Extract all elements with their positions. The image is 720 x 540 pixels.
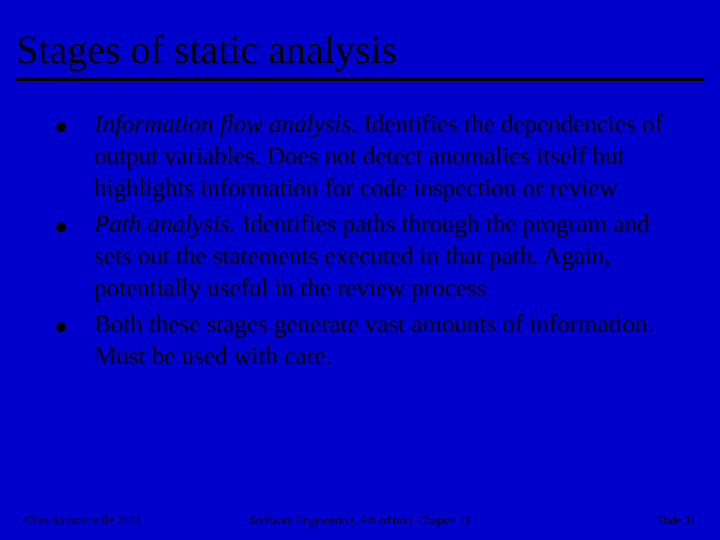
bullet-lead: Path analysis. xyxy=(94,211,236,238)
bullet-list: Information flow analysis. Identifies th… xyxy=(56,109,680,373)
footer-right: Slide 31 xyxy=(656,513,696,528)
footer-left: ©Ian Sommerville 2000 xyxy=(24,513,140,528)
bullet-icon xyxy=(56,122,66,132)
slide-footer: ©Ian Sommerville 2000 Software Engineeri… xyxy=(0,513,720,528)
bullet-text: Path analysis. Identifies paths through … xyxy=(94,209,680,305)
slide-title: Stages of static analysis xyxy=(16,28,704,72)
bullet-icon xyxy=(56,222,66,232)
title-area: Stages of static analysis xyxy=(0,0,720,81)
bullet-text: Information flow analysis. Identifies th… xyxy=(94,109,680,205)
list-item: Path analysis. Identifies paths through … xyxy=(56,209,680,305)
bullet-rest: Both these stages generate vast amounts … xyxy=(94,311,654,370)
footer-center: Software Engineering, 6th edition. Chapt… xyxy=(249,513,471,528)
bullet-text: Both these stages generate vast amounts … xyxy=(94,309,680,373)
bullet-icon xyxy=(56,322,66,332)
list-item: Both these stages generate vast amounts … xyxy=(56,309,680,373)
bullet-lead: Information flow analysis. xyxy=(94,111,357,138)
slide-body: Information flow analysis. Identifies th… xyxy=(0,81,720,373)
slide: Stages of static analysis Information fl… xyxy=(0,0,720,540)
list-item: Information flow analysis. Identifies th… xyxy=(56,109,680,205)
